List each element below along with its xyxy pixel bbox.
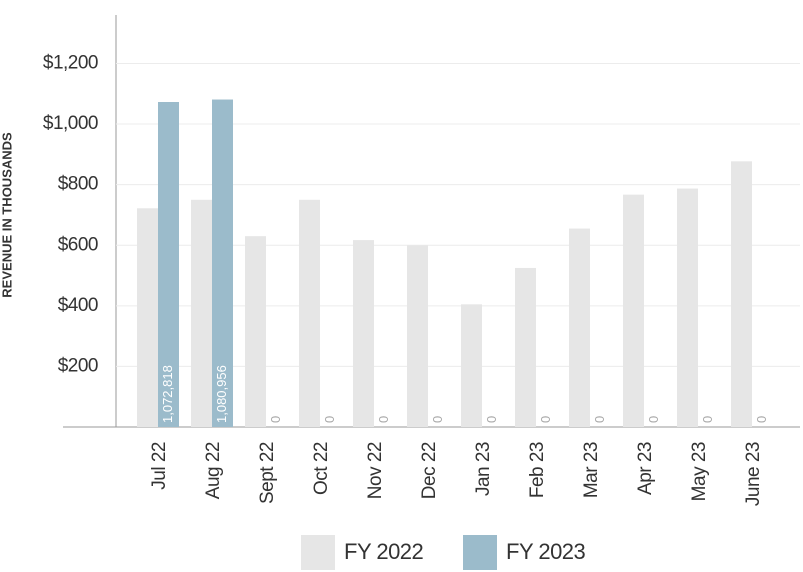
y-tick-label: $800 xyxy=(58,174,98,195)
y-tick-label: $1,000 xyxy=(43,113,98,134)
bar xyxy=(731,161,752,427)
x-tick-label: Feb 23 xyxy=(527,442,548,498)
legend-swatch xyxy=(301,535,335,570)
value-label: 1,072,818 xyxy=(160,365,175,423)
bar xyxy=(191,199,212,427)
value-label: 1,080,956 xyxy=(214,365,229,423)
x-tick-label: Sept 22 xyxy=(257,442,278,504)
bar xyxy=(623,194,644,427)
legend-label: FY 2022 xyxy=(344,539,424,564)
bar xyxy=(407,245,428,427)
y-tick-label: $1,200 xyxy=(43,52,98,73)
x-tick-label: May 23 xyxy=(689,442,710,501)
bar xyxy=(569,228,590,427)
bar xyxy=(245,236,266,427)
value-label: 0 xyxy=(646,416,661,423)
value-label: 0 xyxy=(376,416,391,423)
bar xyxy=(677,188,698,427)
bar xyxy=(299,199,320,427)
value-label: 0 xyxy=(592,416,607,423)
legend-label: FY 2023 xyxy=(506,539,586,564)
value-label: 0 xyxy=(430,416,445,423)
x-tick-label: June 23 xyxy=(743,442,764,506)
x-tick-label: Mar 23 xyxy=(581,442,602,498)
bar xyxy=(461,304,482,427)
x-tick-label: Aug 22 xyxy=(203,442,224,499)
y-tick-label: $400 xyxy=(58,295,98,316)
x-tick-label: Nov 22 xyxy=(365,442,386,499)
bar xyxy=(212,99,233,427)
x-tick-label: Oct 22 xyxy=(311,442,332,495)
x-tick-label: Dec 22 xyxy=(419,442,440,499)
bar xyxy=(353,240,374,427)
y-axis-label: REVENUE IN THOUSANDS xyxy=(0,132,14,298)
value-label: 0 xyxy=(322,416,337,423)
value-label: 0 xyxy=(268,416,283,423)
bar xyxy=(515,267,536,427)
y-tick-label: $600 xyxy=(58,234,98,255)
value-label: 0 xyxy=(484,416,499,423)
value-label: 0 xyxy=(700,416,715,423)
value-label: 0 xyxy=(538,416,553,423)
bar xyxy=(137,208,158,427)
bar xyxy=(158,101,179,427)
x-tick-label: Jul 22 xyxy=(149,442,170,490)
x-tick-label: Apr 23 xyxy=(635,442,656,495)
legend-swatch xyxy=(463,535,497,570)
x-tick-label: Jan 23 xyxy=(473,442,494,496)
value-label: 0 xyxy=(754,416,769,423)
y-tick-label: $200 xyxy=(58,355,98,376)
